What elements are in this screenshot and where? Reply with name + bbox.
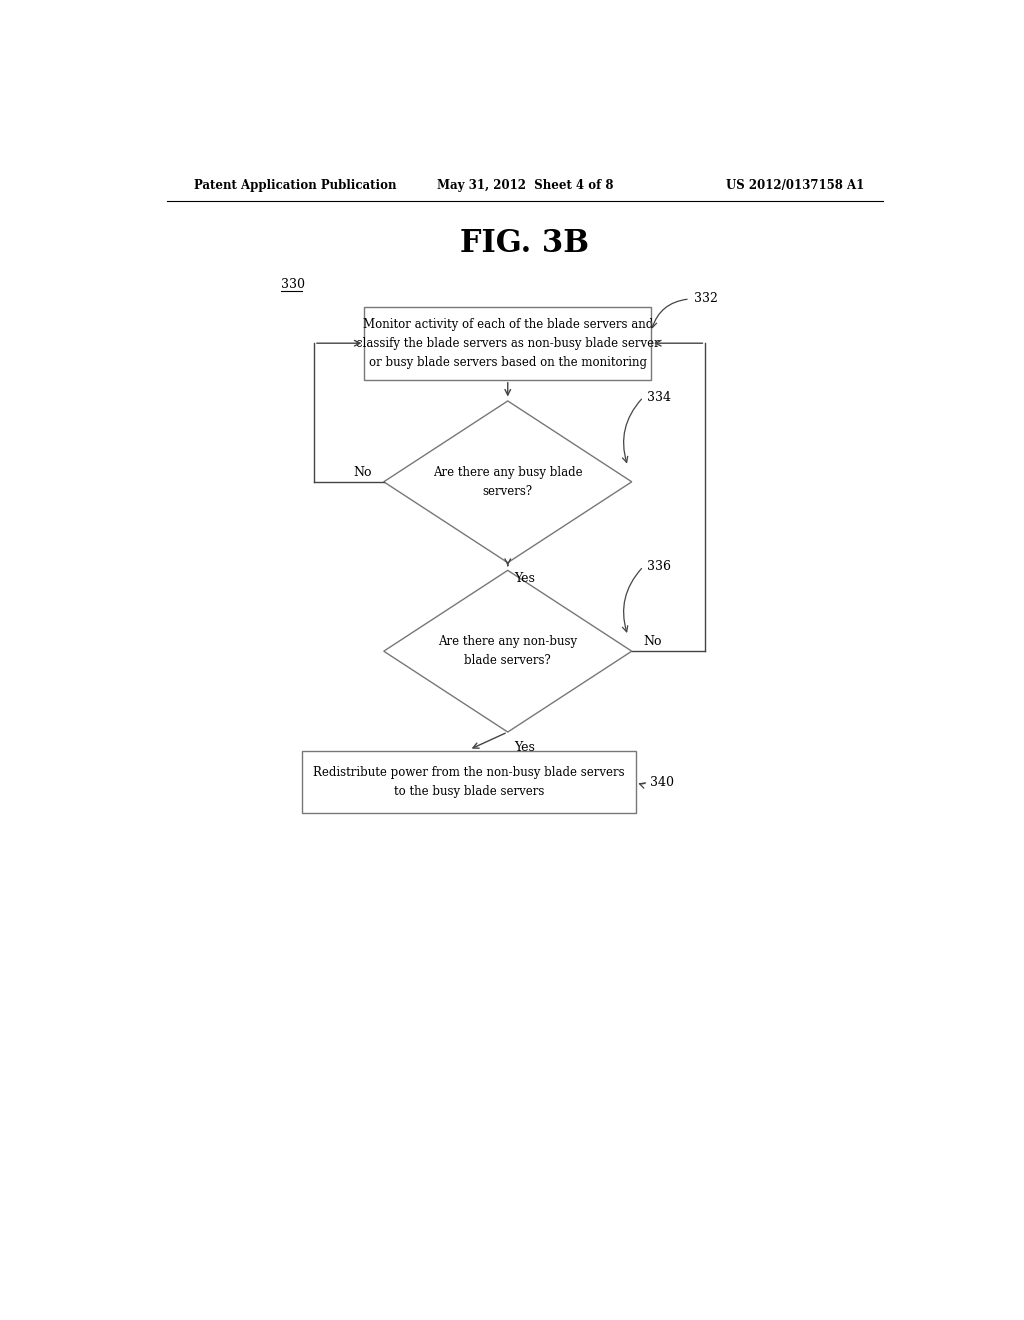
- Text: 334: 334: [647, 391, 672, 404]
- Text: Redistribute power from the non-busy blade servers
to the busy blade servers: Redistribute power from the non-busy bla…: [313, 766, 625, 799]
- Text: FIG. 3B: FIG. 3B: [461, 227, 589, 259]
- Text: No: No: [643, 635, 662, 648]
- Text: No: No: [353, 466, 372, 479]
- Text: May 31, 2012  Sheet 4 of 8: May 31, 2012 Sheet 4 of 8: [436, 178, 613, 191]
- Text: 332: 332: [693, 293, 718, 305]
- Text: 340: 340: [649, 776, 674, 788]
- Polygon shape: [384, 401, 632, 562]
- Text: Are there any busy blade
servers?: Are there any busy blade servers?: [433, 466, 583, 498]
- Text: 336: 336: [647, 560, 672, 573]
- Text: Yes: Yes: [514, 742, 535, 754]
- Text: Monitor activity of each of the blade servers and
classify the blade servers as : Monitor activity of each of the blade se…: [356, 318, 659, 368]
- Text: Are there any non-busy
blade servers?: Are there any non-busy blade servers?: [438, 635, 578, 667]
- Bar: [302, 751, 636, 813]
- Text: Patent Application Publication: Patent Application Publication: [194, 178, 396, 191]
- Text: 330: 330: [281, 277, 305, 290]
- Bar: [365, 306, 651, 380]
- Text: Yes: Yes: [514, 572, 535, 585]
- Text: US 2012/0137158 A1: US 2012/0137158 A1: [726, 178, 864, 191]
- Polygon shape: [384, 570, 632, 733]
